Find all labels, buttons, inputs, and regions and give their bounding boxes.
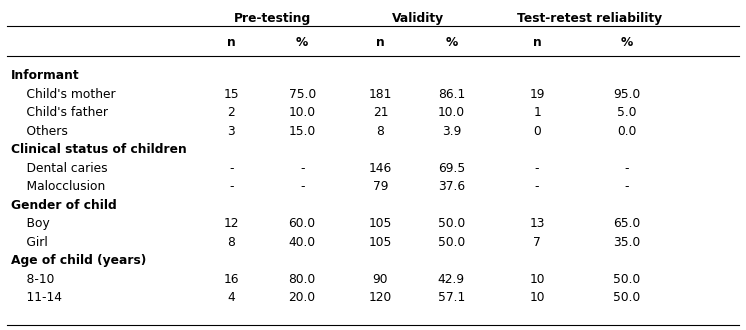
Text: 10: 10 <box>530 273 545 286</box>
Text: 10.0: 10.0 <box>438 106 465 119</box>
Text: -: - <box>624 162 629 175</box>
Text: 95.0: 95.0 <box>613 88 640 101</box>
Text: 11-14: 11-14 <box>11 291 62 304</box>
Text: 4: 4 <box>228 291 235 304</box>
Text: 16: 16 <box>224 273 239 286</box>
Text: 8-10: 8-10 <box>11 273 54 286</box>
Text: 90: 90 <box>373 273 388 286</box>
Text: 5.0: 5.0 <box>617 106 636 119</box>
Text: 21: 21 <box>373 106 388 119</box>
Text: 13: 13 <box>530 217 545 230</box>
Text: 40.0: 40.0 <box>289 236 316 249</box>
Text: 50.0: 50.0 <box>613 291 640 304</box>
Text: Child's mother: Child's mother <box>11 88 116 101</box>
Text: n: n <box>227 36 236 49</box>
Text: Clinical status of children: Clinical status of children <box>11 143 187 156</box>
Text: 75.0: 75.0 <box>289 88 316 101</box>
Text: Validity: Validity <box>392 12 444 25</box>
Text: Pre-testing: Pre-testing <box>233 12 311 25</box>
Text: Dental caries: Dental caries <box>11 162 108 175</box>
Text: 37.6: 37.6 <box>438 180 465 193</box>
Text: -: - <box>535 180 539 193</box>
Text: 50.0: 50.0 <box>438 217 465 230</box>
Text: 8: 8 <box>228 236 235 249</box>
Text: 10: 10 <box>530 291 545 304</box>
Text: Informant: Informant <box>11 69 80 82</box>
Text: Test-retest reliability: Test-retest reliability <box>517 12 662 25</box>
Text: -: - <box>300 180 304 193</box>
Text: 42.9: 42.9 <box>438 273 465 286</box>
Text: -: - <box>300 162 304 175</box>
Text: Age of child (years): Age of child (years) <box>11 254 146 267</box>
Text: 20.0: 20.0 <box>289 291 316 304</box>
Text: Child's father: Child's father <box>11 106 108 119</box>
Text: 65.0: 65.0 <box>613 217 640 230</box>
Text: -: - <box>535 162 539 175</box>
Text: 7: 7 <box>533 236 541 249</box>
Text: -: - <box>229 162 233 175</box>
Text: 8: 8 <box>377 125 384 138</box>
Text: 120: 120 <box>369 291 392 304</box>
Text: 146: 146 <box>369 162 392 175</box>
Text: 10.0: 10.0 <box>289 106 316 119</box>
Text: 0.0: 0.0 <box>617 125 636 138</box>
Text: 3: 3 <box>228 125 235 138</box>
Text: 50.0: 50.0 <box>613 273 640 286</box>
Text: Girl: Girl <box>11 236 48 249</box>
Text: %: % <box>445 36 457 49</box>
Text: %: % <box>621 36 633 49</box>
Text: 79: 79 <box>373 180 388 193</box>
Text: 105: 105 <box>369 217 392 230</box>
Text: n: n <box>376 36 385 49</box>
Text: -: - <box>229 180 233 193</box>
Text: 69.5: 69.5 <box>438 162 465 175</box>
Text: n: n <box>533 36 542 49</box>
Text: %: % <box>296 36 308 49</box>
Text: Boy: Boy <box>11 217 50 230</box>
Text: Malocclusion: Malocclusion <box>11 180 105 193</box>
Text: Others: Others <box>11 125 68 138</box>
Text: 80.0: 80.0 <box>289 273 316 286</box>
Text: 0: 0 <box>533 125 541 138</box>
Text: 105: 105 <box>369 236 392 249</box>
Text: 86.1: 86.1 <box>438 88 465 101</box>
Text: 181: 181 <box>369 88 392 101</box>
Text: Gender of child: Gender of child <box>11 199 117 212</box>
Text: 1: 1 <box>533 106 541 119</box>
Text: 3.9: 3.9 <box>442 125 461 138</box>
Text: 2: 2 <box>228 106 235 119</box>
Text: 15: 15 <box>224 88 239 101</box>
Text: 12: 12 <box>224 217 239 230</box>
Text: 60.0: 60.0 <box>289 217 316 230</box>
Text: 57.1: 57.1 <box>438 291 465 304</box>
Text: 15.0: 15.0 <box>289 125 316 138</box>
Text: 50.0: 50.0 <box>438 236 465 249</box>
Text: 35.0: 35.0 <box>613 236 640 249</box>
Text: -: - <box>624 180 629 193</box>
Text: 19: 19 <box>530 88 545 101</box>
